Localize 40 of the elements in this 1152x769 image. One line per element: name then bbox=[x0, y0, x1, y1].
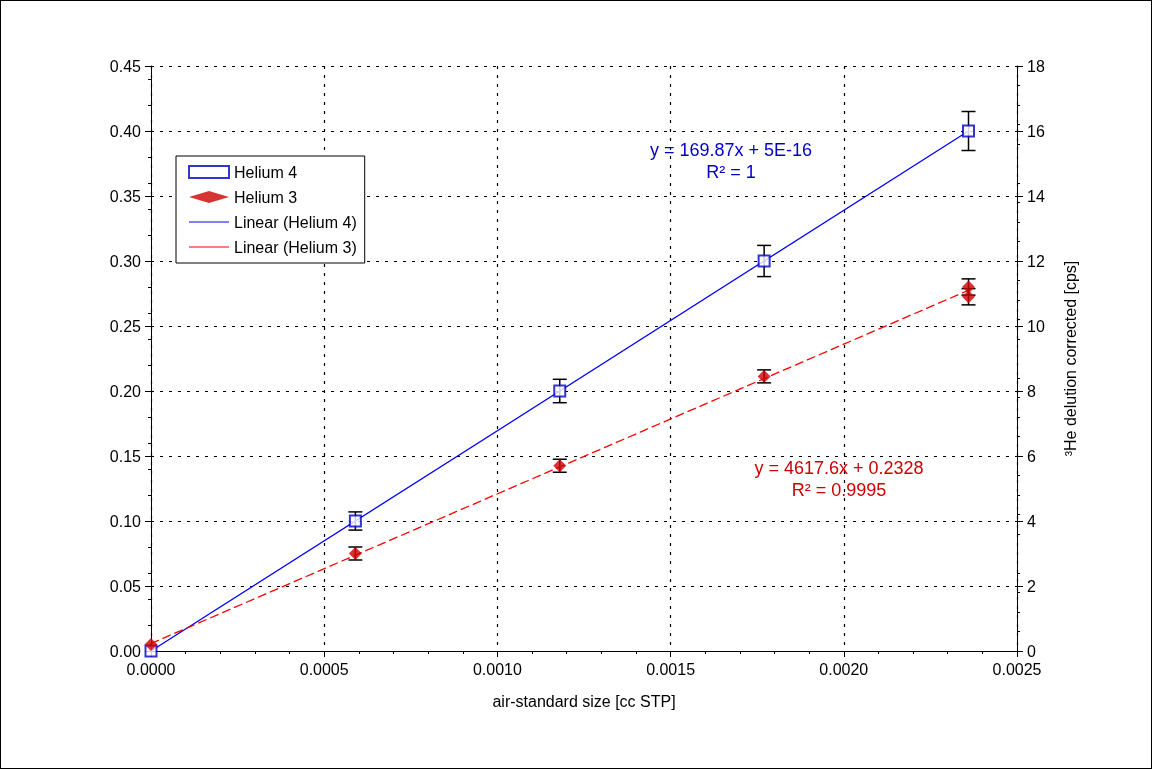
y-tick-label: 0.10 bbox=[109, 512, 142, 530]
y-tick-label: 0.30 bbox=[109, 252, 142, 270]
point bbox=[757, 254, 771, 268]
x-tick-label: 0.0000 bbox=[126, 660, 176, 678]
annotation: R² = 1 bbox=[706, 162, 756, 182]
point bbox=[553, 384, 567, 398]
x-tick-label: 0.0010 bbox=[472, 660, 522, 678]
x-tick-label: 0.0020 bbox=[819, 660, 869, 678]
y2-tick-label: 0 bbox=[1027, 642, 1036, 660]
x-tick-label: 0.0025 bbox=[992, 660, 1042, 678]
legend-label: Linear (Helium 3) bbox=[234, 238, 357, 256]
legend-label: Linear (Helium 4) bbox=[234, 213, 357, 231]
annotation: y = 169.87x + 5E-16 bbox=[649, 140, 813, 160]
y-tick-label: 0.35 bbox=[109, 187, 142, 205]
legend-label: Helium 3 bbox=[234, 188, 298, 206]
y-tick-label: 0.45 bbox=[109, 57, 142, 75]
y2-tick-label: 14 bbox=[1027, 187, 1045, 205]
y2-tick-label: 16 bbox=[1027, 122, 1045, 140]
y-tick-label: 0.05 bbox=[109, 577, 142, 595]
x-tick-label: 0.0005 bbox=[299, 660, 349, 678]
y2-axis-title: ³He delution corrected [cps] bbox=[1061, 260, 1079, 457]
annotation: y = 4617.6x + 0.2328 bbox=[754, 458, 924, 478]
x-axis-title: air-standard size [cc STP] bbox=[492, 692, 676, 710]
x-tick-label: 0.0015 bbox=[646, 660, 696, 678]
y-tick-label: 0.00 bbox=[109, 642, 142, 660]
y-tick-label: 0.25 bbox=[109, 317, 142, 335]
annotation: R² = 0.9995 bbox=[791, 480, 887, 500]
y-tick-label: 0.15 bbox=[109, 447, 142, 465]
y2-tick-label: 2 bbox=[1027, 577, 1036, 595]
legend-label: Helium 4 bbox=[234, 163, 298, 181]
y2-tick-label: 10 bbox=[1027, 317, 1045, 335]
y2-tick-label: 6 bbox=[1027, 447, 1036, 465]
y2-tick-label: 4 bbox=[1027, 512, 1036, 530]
y-tick-label: 0.40 bbox=[109, 122, 142, 140]
point bbox=[962, 124, 975, 138]
y-tick-label: 0.20 bbox=[109, 382, 142, 400]
y2-tick-label: 12 bbox=[1027, 252, 1045, 270]
y2-tick-label: 18 bbox=[1027, 57, 1045, 75]
point bbox=[144, 638, 158, 651]
y2-tick-label: 8 bbox=[1027, 382, 1036, 400]
